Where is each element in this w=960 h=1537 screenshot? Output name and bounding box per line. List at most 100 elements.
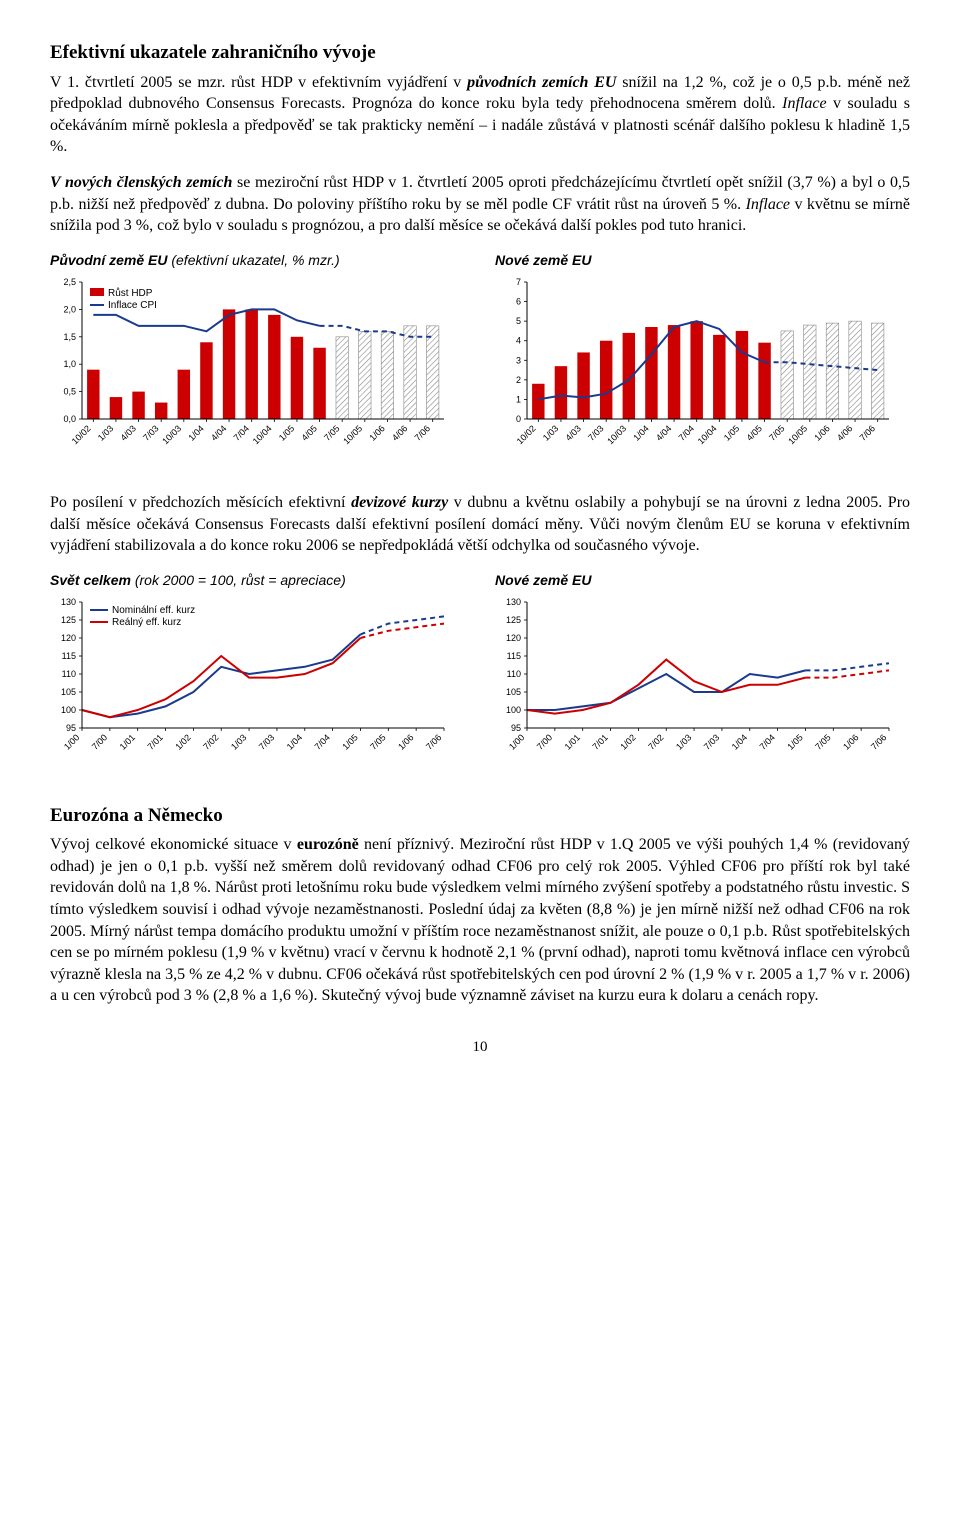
svg-text:10/03: 10/03 — [160, 423, 183, 446]
chart-svet-celkem: Svět celkem (rok 2000 = 100, růst = apre… — [50, 571, 465, 772]
svg-text:105: 105 — [61, 687, 76, 697]
svg-text:0,0: 0,0 — [63, 414, 76, 424]
mid-paragraph: Po posílení v předchozích měsících efekt… — [50, 492, 910, 557]
section1-heading: Efektivní ukazatele zahraničního vývoje — [50, 40, 910, 66]
svg-text:7/06: 7/06 — [858, 423, 877, 442]
svg-text:7/05: 7/05 — [767, 423, 786, 442]
chart-title: Nové země EU — [495, 251, 910, 270]
emph: devizové kurzy — [351, 494, 448, 511]
title-text: Nové země EU — [495, 572, 591, 588]
svg-text:2: 2 — [516, 375, 521, 385]
emph: V nových členských zemích — [50, 174, 232, 191]
svg-text:1/00: 1/00 — [507, 732, 526, 751]
chart-row-2: Svět celkem (rok 2000 = 100, růst = apre… — [50, 571, 910, 772]
svg-text:100: 100 — [61, 705, 76, 715]
svg-text:0,5: 0,5 — [63, 386, 76, 396]
title-text: Svět celkem — [50, 572, 131, 588]
chart-title: Původní země EU (efektivní ukazatel, % m… — [50, 251, 465, 270]
svg-text:110: 110 — [507, 669, 521, 679]
svg-text:4/03: 4/03 — [119, 423, 138, 442]
svg-text:1/04: 1/04 — [285, 732, 304, 751]
svg-text:4: 4 — [516, 335, 521, 345]
svg-text:10/03: 10/03 — [605, 423, 628, 446]
subtitle-text: (efektivní ukazatel, % mzr.) — [171, 252, 339, 268]
svg-text:7/01: 7/01 — [590, 732, 609, 751]
svg-text:1/05: 1/05 — [277, 423, 296, 442]
section1-para1: V 1. čtvrtletí 2005 se mzr. růst HDP v e… — [50, 72, 910, 158]
chart-nove-zeme-eu-1: Nové země EU 0123456710/021/034/037/0310… — [495, 251, 910, 467]
svg-text:Nominální eff. kurz: Nominální eff. kurz — [112, 605, 195, 616]
svg-text:7/04: 7/04 — [232, 423, 251, 442]
svg-text:4/03: 4/03 — [564, 423, 583, 442]
svg-text:1,5: 1,5 — [63, 331, 76, 341]
svg-text:0: 0 — [516, 414, 521, 424]
svg-text:1: 1 — [516, 394, 521, 404]
svg-text:115: 115 — [507, 651, 521, 661]
svg-text:125: 125 — [506, 615, 521, 625]
svg-text:7/02: 7/02 — [646, 732, 665, 751]
chart-puvodni-zeme-eu: Původní země EU (efektivní ukazatel, % m… — [50, 251, 465, 467]
svg-text:110: 110 — [62, 669, 76, 679]
svg-text:4/05: 4/05 — [745, 423, 764, 442]
svg-text:1/03: 1/03 — [96, 423, 115, 442]
svg-text:Inflace CPI: Inflace CPI — [108, 300, 157, 311]
svg-text:4/04: 4/04 — [654, 423, 673, 442]
svg-text:10/04: 10/04 — [696, 423, 719, 446]
svg-text:7/06: 7/06 — [869, 732, 888, 751]
chart-title: Svět celkem (rok 2000 = 100, růst = apre… — [50, 571, 465, 590]
svg-text:1/06: 1/06 — [841, 732, 860, 751]
svg-text:130: 130 — [506, 597, 521, 607]
svg-text:1,0: 1,0 — [63, 359, 76, 369]
svg-text:7/04: 7/04 — [758, 732, 777, 751]
svg-text:1/03: 1/03 — [541, 423, 560, 442]
svg-text:10/02: 10/02 — [515, 423, 538, 446]
svg-text:2,5: 2,5 — [63, 277, 76, 287]
section2-para: Vývoj celkové ekonomické situace v euroz… — [50, 834, 910, 1007]
svg-text:120: 120 — [506, 633, 521, 643]
svg-text:4/05: 4/05 — [300, 423, 319, 442]
svg-text:4/06: 4/06 — [835, 423, 854, 442]
svg-text:Růst HDP: Růst HDP — [108, 287, 153, 299]
svg-text:105: 105 — [506, 687, 521, 697]
svg-text:1/06: 1/06 — [396, 732, 415, 751]
svg-text:1/06: 1/06 — [812, 423, 831, 442]
svg-text:100: 100 — [506, 705, 521, 715]
svg-text:1/04: 1/04 — [730, 732, 749, 751]
chart-canvas: 95 100 105 110 115 120 125 130 1/00 7/00 1/01 7/01 1… — [495, 596, 910, 773]
svg-text:1/03: 1/03 — [229, 732, 248, 751]
svg-text:1/04: 1/04 — [631, 423, 650, 442]
svg-text:120: 120 — [61, 633, 76, 643]
svg-text:7/04: 7/04 — [677, 423, 696, 442]
svg-text:1/02: 1/02 — [173, 732, 192, 751]
chart-canvas: 951001051101151201251301/007/001/017/011… — [50, 596, 465, 773]
svg-text:7/03: 7/03 — [141, 423, 160, 442]
text: Vývoj celkové ekonomické situace v — [50, 836, 297, 853]
svg-text:4/04: 4/04 — [209, 423, 228, 442]
svg-text:1/06: 1/06 — [367, 423, 386, 442]
svg-text:1/01: 1/01 — [118, 732, 137, 751]
title-text: Původní země EU — [50, 252, 167, 268]
chart-canvas: 0,00,51,01,52,02,510/021/034/037/0310/03… — [50, 276, 465, 468]
svg-text:10/05: 10/05 — [786, 423, 809, 446]
emph: eurozóně — [297, 836, 359, 853]
svg-text:1/04: 1/04 — [186, 423, 205, 442]
svg-text:7/06: 7/06 — [424, 732, 443, 751]
svg-text:1/01: 1/01 — [563, 732, 582, 751]
svg-text:1/05: 1/05 — [785, 732, 804, 751]
svg-text:125: 125 — [61, 615, 76, 625]
svg-text:7/03: 7/03 — [257, 732, 276, 751]
emph: Inflace — [782, 95, 826, 112]
svg-text:95: 95 — [511, 723, 521, 733]
chart-title: Nové země EU — [495, 571, 910, 590]
section1-para2: V nových členských zemích se meziroční r… — [50, 172, 910, 237]
page-number: 10 — [50, 1037, 910, 1057]
svg-text:10/04: 10/04 — [251, 423, 274, 446]
svg-text:7/00: 7/00 — [535, 732, 554, 751]
chart-canvas: 0123456710/021/034/037/0310/031/044/047/… — [495, 276, 910, 468]
svg-text:115: 115 — [62, 651, 76, 661]
svg-text:7/03: 7/03 — [586, 423, 605, 442]
svg-text:3: 3 — [516, 355, 521, 365]
section2-heading: Eurozóna a Německo — [50, 803, 910, 829]
emph: Inflace — [746, 196, 790, 213]
svg-text:7/01: 7/01 — [145, 732, 164, 751]
